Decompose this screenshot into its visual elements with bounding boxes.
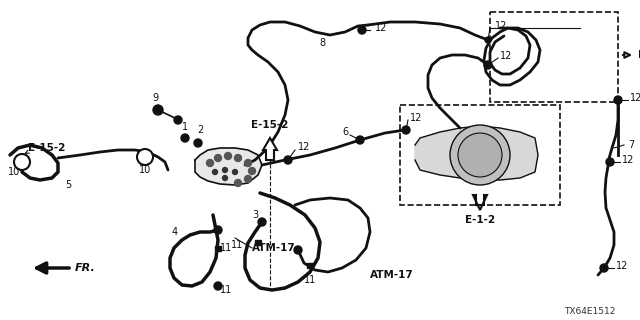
- Text: 2: 2: [197, 125, 203, 135]
- Text: 12: 12: [500, 51, 513, 61]
- Circle shape: [258, 218, 266, 226]
- Bar: [255, 239, 261, 244]
- Circle shape: [223, 175, 227, 180]
- Text: 6: 6: [342, 127, 348, 137]
- Text: 12: 12: [495, 21, 508, 31]
- Text: E-8-2: E-8-2: [638, 50, 640, 60]
- Text: E-15-2: E-15-2: [28, 143, 65, 153]
- Text: 12: 12: [630, 93, 640, 103]
- Text: 7: 7: [628, 140, 634, 150]
- Polygon shape: [195, 148, 262, 185]
- Text: 12: 12: [622, 155, 634, 165]
- Text: ATM-17: ATM-17: [370, 270, 413, 280]
- Circle shape: [614, 96, 622, 104]
- Text: E-1-2: E-1-2: [465, 215, 495, 225]
- Circle shape: [358, 26, 366, 34]
- Circle shape: [450, 125, 510, 185]
- Circle shape: [174, 116, 182, 124]
- Circle shape: [214, 226, 222, 234]
- Polygon shape: [263, 138, 277, 160]
- Text: 11: 11: [220, 243, 232, 253]
- Bar: [307, 262, 313, 268]
- Circle shape: [248, 167, 255, 174]
- Text: 10: 10: [8, 167, 20, 177]
- Circle shape: [356, 136, 364, 144]
- Circle shape: [14, 154, 30, 170]
- Circle shape: [458, 133, 502, 177]
- Text: 12: 12: [298, 142, 310, 152]
- Circle shape: [194, 139, 202, 147]
- Circle shape: [484, 61, 492, 69]
- Circle shape: [137, 149, 153, 165]
- Circle shape: [485, 37, 491, 43]
- Circle shape: [234, 155, 241, 162]
- Text: 1: 1: [182, 122, 188, 132]
- Circle shape: [244, 175, 252, 182]
- Text: 12: 12: [410, 113, 422, 123]
- Text: ATM-17: ATM-17: [252, 243, 296, 253]
- Circle shape: [214, 282, 222, 290]
- Circle shape: [232, 170, 237, 174]
- Circle shape: [244, 159, 252, 166]
- Text: 11: 11: [231, 240, 243, 250]
- Circle shape: [402, 126, 410, 134]
- Text: TX64E1512: TX64E1512: [564, 308, 616, 316]
- Polygon shape: [415, 126, 538, 180]
- Polygon shape: [473, 195, 487, 210]
- Text: E-15-2: E-15-2: [252, 120, 289, 130]
- Text: 8: 8: [319, 38, 325, 48]
- Text: 10: 10: [139, 165, 151, 175]
- Bar: [215, 245, 221, 251]
- Circle shape: [225, 153, 232, 159]
- Circle shape: [181, 134, 189, 142]
- Text: 3: 3: [252, 210, 258, 220]
- Circle shape: [214, 155, 221, 162]
- Text: 12: 12: [375, 23, 387, 33]
- Circle shape: [153, 105, 163, 115]
- Text: 11: 11: [304, 275, 316, 285]
- Circle shape: [600, 264, 608, 272]
- Circle shape: [207, 159, 214, 166]
- Circle shape: [294, 246, 302, 254]
- Circle shape: [606, 158, 614, 166]
- Text: FR.: FR.: [75, 263, 96, 273]
- Text: 12: 12: [616, 261, 628, 271]
- Text: 11: 11: [220, 285, 232, 295]
- Circle shape: [223, 167, 227, 172]
- Circle shape: [234, 180, 241, 187]
- Circle shape: [284, 156, 292, 164]
- Text: 9: 9: [152, 93, 158, 103]
- Text: 4: 4: [172, 227, 178, 237]
- Text: 5: 5: [65, 180, 71, 190]
- Circle shape: [212, 170, 218, 174]
